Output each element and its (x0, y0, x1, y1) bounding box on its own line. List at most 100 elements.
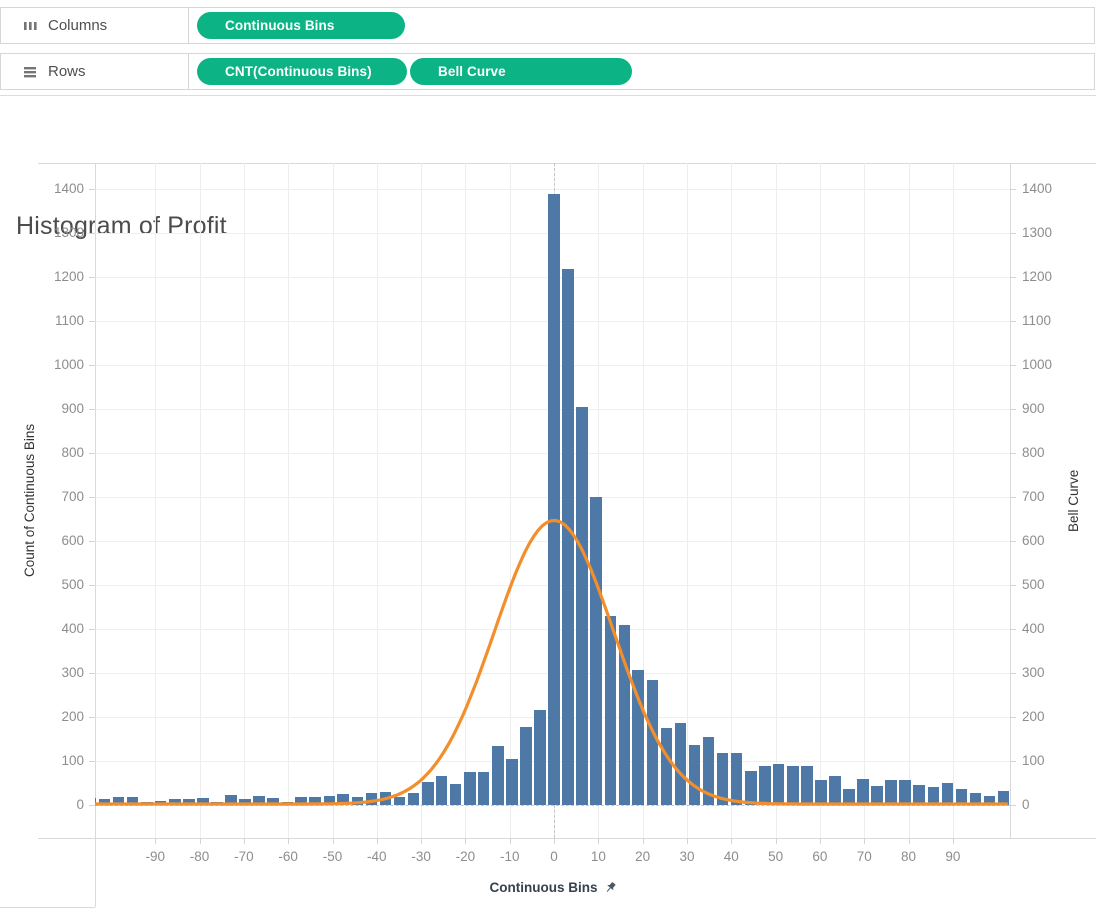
rows-shelf[interactable]: Rows CNT(Continuous Bins) Bell Curve (0, 53, 1095, 90)
histogram-bar[interactable] (618, 624, 631, 805)
histogram-bar[interactable] (169, 799, 181, 805)
histogram-bar[interactable] (969, 793, 982, 805)
histogram-bar[interactable] (197, 798, 209, 806)
x-tick-label: -10 (499, 849, 520, 864)
histogram-bar[interactable] (239, 799, 251, 805)
histogram-bar[interactable] (857, 778, 869, 805)
histogram-bar[interactable] (815, 779, 827, 806)
x-tick-label: -80 (189, 849, 210, 864)
histogram-bar[interactable] (646, 679, 659, 805)
field-pill[interactable]: Bell Curve (410, 58, 632, 85)
histogram-bar[interactable] (730, 752, 743, 806)
histogram-bar[interactable] (323, 795, 336, 806)
histogram-bar[interactable] (632, 670, 644, 806)
right-axis-line (1010, 163, 1011, 838)
histogram-bar[interactable] (787, 766, 799, 805)
y-tick-label-left: 500 (61, 577, 84, 593)
columns-shelf[interactable]: Columns Continuous Bins (0, 7, 1095, 44)
y-tick-label-left: 200 (61, 709, 84, 725)
histogram-bar[interactable] (716, 752, 729, 806)
vertical-gridline (642, 163, 644, 838)
histogram-bar[interactable] (112, 796, 125, 805)
columns-shelf-drop-area[interactable]: Continuous Bins (189, 8, 1094, 43)
x-tick-mark (243, 838, 245, 844)
y-tick-label-right: 900 (1022, 401, 1045, 417)
x-axis-title-row: Continuous Bins (0, 880, 1096, 895)
histogram-bar[interactable] (759, 766, 771, 805)
y-tick-label-left: 400 (61, 621, 84, 637)
histogram-bar[interactable] (590, 497, 602, 805)
x-tick-label: 10 (590, 849, 606, 864)
y-tick-label-right: 400 (1022, 621, 1045, 637)
histogram-bar[interactable] (745, 771, 757, 806)
x-tick-label: -40 (367, 849, 387, 864)
histogram-bar[interactable] (674, 722, 687, 805)
histogram-bar[interactable] (548, 193, 560, 806)
histogram-bar[interactable] (983, 795, 996, 806)
histogram-bar[interactable] (702, 737, 715, 806)
rows-icon (23, 66, 38, 78)
histogram-bar[interactable] (927, 787, 940, 805)
y-tick-mark-right (1010, 365, 1016, 367)
histogram-bar[interactable] (955, 789, 967, 806)
histogram-bar[interactable] (464, 772, 476, 805)
histogram-bar[interactable] (801, 766, 813, 805)
y-tick-mark-left (89, 321, 95, 323)
histogram-bar[interactable] (477, 772, 490, 805)
histogram-bar[interactable] (843, 788, 855, 805)
histogram-bar[interactable] (309, 797, 321, 805)
histogram-bar[interactable] (126, 796, 139, 805)
histogram-bar[interactable] (871, 785, 883, 805)
histogram-bar[interactable] (393, 796, 406, 805)
field-pill[interactable]: Continuous Bins (197, 12, 405, 39)
y-tick-mark-right (1010, 277, 1016, 279)
vertical-gridline (199, 163, 201, 838)
histogram-bar[interactable] (225, 794, 237, 805)
histogram-bar[interactable] (95, 798, 97, 806)
histogram-bar[interactable] (351, 797, 364, 805)
histogram-bar[interactable] (941, 783, 954, 806)
field-pill[interactable]: CNT(Continuous Bins) (197, 58, 407, 85)
histogram-bar[interactable] (506, 758, 518, 806)
y-tick-mark-right (1010, 453, 1016, 455)
histogram-bar[interactable] (997, 790, 1010, 805)
histogram-bar[interactable] (183, 799, 195, 805)
histogram-bar[interactable] (913, 784, 925, 805)
histogram-bar[interactable] (688, 744, 701, 805)
histogram-bar[interactable] (899, 779, 911, 806)
histogram-bar[interactable] (660, 727, 673, 806)
histogram-bar[interactable] (422, 782, 434, 805)
vertical-gridline (908, 163, 910, 838)
x-axis-title: Continuous Bins (489, 880, 598, 895)
histogram-bar[interactable] (885, 779, 897, 805)
y-tick-mark-right (1010, 497, 1016, 499)
histogram-bar[interactable] (562, 268, 574, 805)
chart-title: Histogram of Profit (16, 212, 227, 240)
histogram-bar[interactable] (435, 776, 448, 805)
pin-icon[interactable] (604, 881, 617, 894)
histogram-bar[interactable] (520, 726, 532, 805)
histogram-bar[interactable] (98, 799, 111, 805)
worksheet-card: Histogram of Profit (0, 96, 1096, 918)
histogram-bar[interactable] (604, 615, 617, 805)
x-tick-label: -70 (234, 849, 254, 864)
histogram-bar[interactable] (829, 775, 841, 805)
histogram-bar[interactable] (253, 795, 265, 806)
vertical-gridline (421, 163, 423, 838)
vertical-gridline (332, 163, 334, 838)
histogram-bar[interactable] (492, 745, 504, 805)
histogram-bar[interactable] (449, 783, 462, 805)
x-tick-mark (155, 838, 157, 844)
histogram-bar[interactable] (365, 793, 378, 805)
histogram-bar[interactable] (295, 797, 307, 805)
y-tick-mark-left (89, 805, 95, 807)
histogram-bar[interactable] (267, 798, 279, 806)
bell-curve-path[interactable] (95, 518, 1008, 806)
histogram-bar[interactable] (337, 794, 349, 805)
rows-shelf-drop-area[interactable]: CNT(Continuous Bins) Bell Curve (189, 54, 1094, 89)
histogram-bar[interactable] (534, 710, 546, 805)
histogram-bar[interactable] (407, 793, 420, 805)
histogram-bar[interactable] (772, 764, 785, 805)
plot-area[interactable] (95, 163, 1010, 838)
histogram-bar[interactable] (576, 407, 588, 805)
